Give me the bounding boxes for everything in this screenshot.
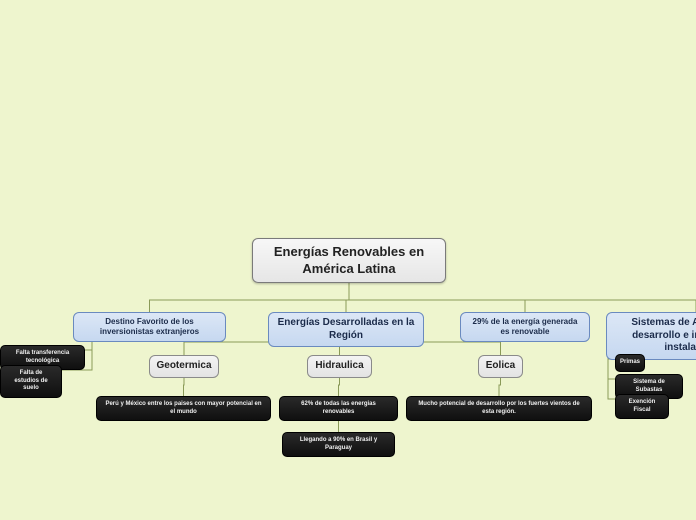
node-29pct[interactable]: 29% de la energía generada es renovable	[460, 312, 590, 342]
node-desarrolladas[interactable]: Energías Desarrolladas en la Región	[268, 312, 424, 347]
node-62pct[interactable]: 62% de todas las energias renovables	[279, 396, 398, 421]
node-estudios[interactable]: Falta de estudios de suelo	[0, 365, 62, 398]
node-hidraulica[interactable]: Hidraulica	[307, 355, 372, 378]
node-primas[interactable]: Primas	[615, 354, 645, 372]
node-favorito[interactable]: Destino Favorito de los inversionistas e…	[73, 312, 226, 342]
node-geotermica[interactable]: Geotermica	[149, 355, 219, 378]
node-fiscal[interactable]: Exención Fiscal	[615, 394, 669, 419]
node-brasil[interactable]: Llegando a 90% en Brasil y Paraguay	[282, 432, 395, 457]
node-root[interactable]: Energías Renovables en América Latina	[252, 238, 446, 283]
node-ayuda[interactable]: Sistemas de Ayuda para su desarrollo e i…	[606, 312, 696, 360]
node-eolica[interactable]: Eolica	[478, 355, 523, 378]
node-vientos[interactable]: Mucho potencial de desarrollo por los fu…	[406, 396, 592, 421]
node-peru-mexico[interactable]: Perú y México entre los paises con mayor…	[96, 396, 271, 421]
